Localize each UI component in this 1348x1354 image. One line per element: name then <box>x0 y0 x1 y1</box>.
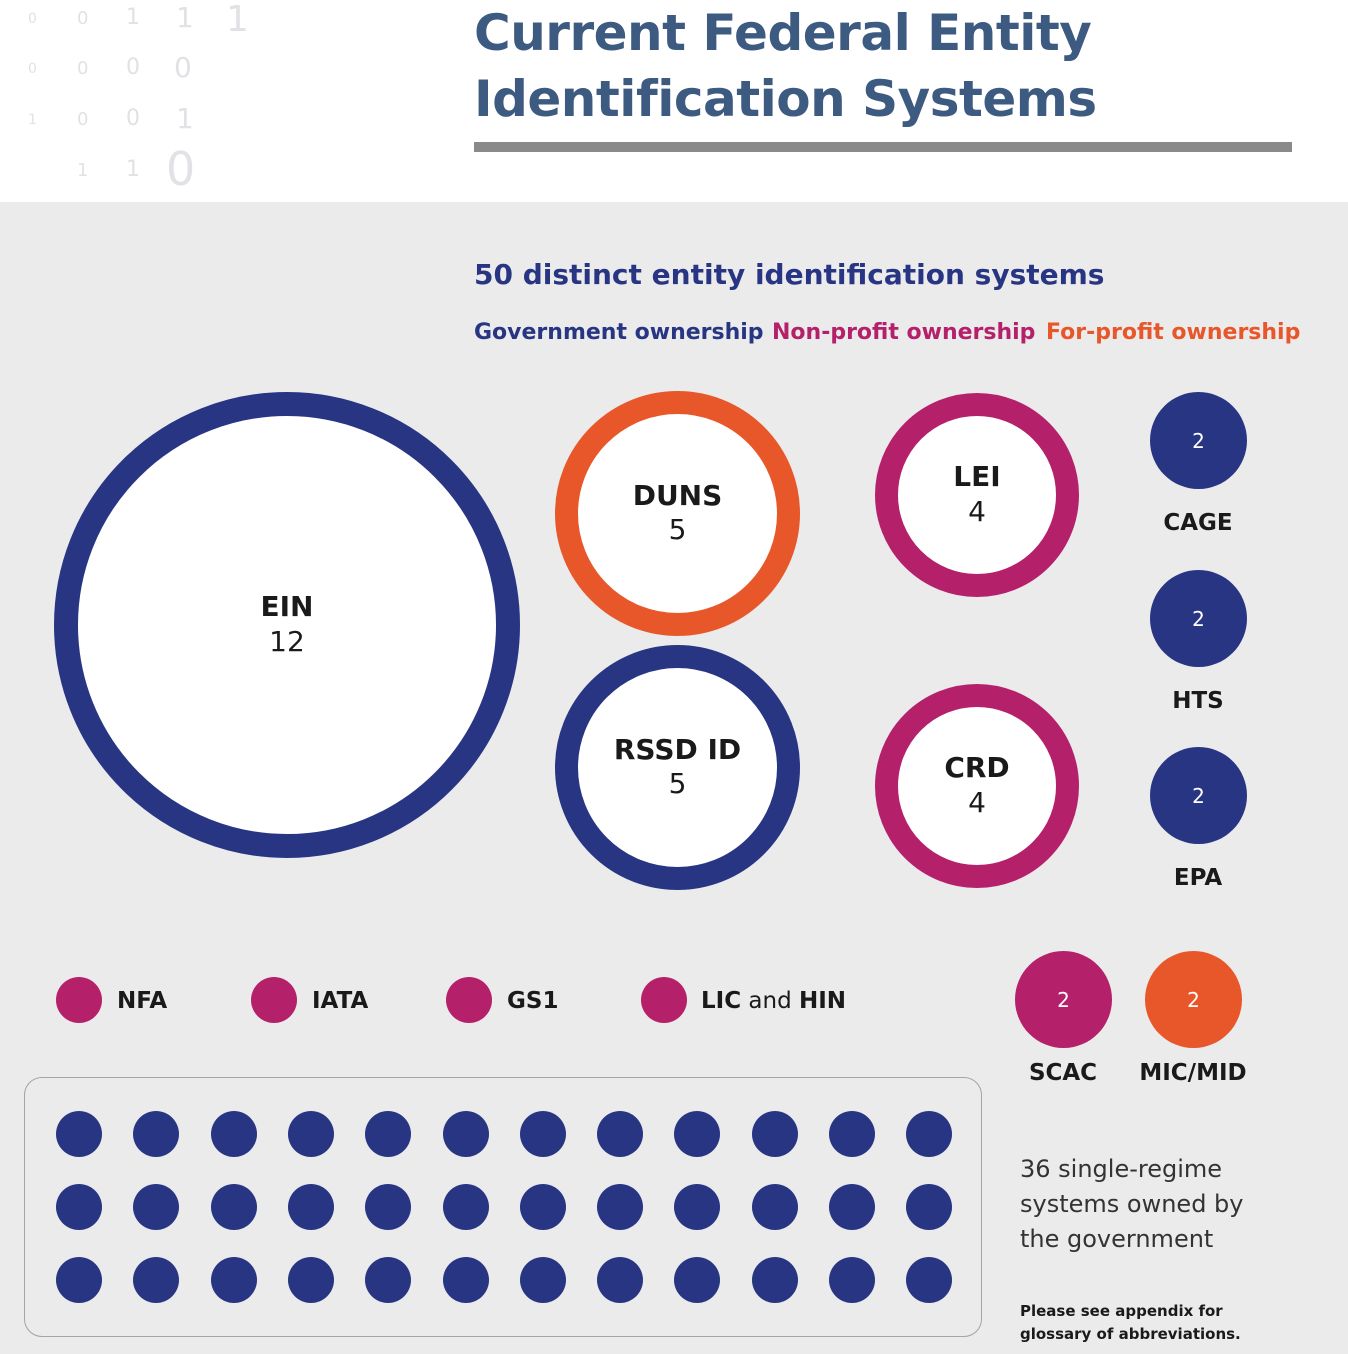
single-regime-caption: 36 single-regime systems owned by the go… <box>1020 1155 1244 1253</box>
single-regime-dot <box>210 1184 257 1230</box>
single-regime-dot <box>442 1257 489 1303</box>
ring-label: LEI <box>953 460 1001 493</box>
single-regime-dot <box>519 1111 566 1157</box>
single-regime-dot <box>287 1184 334 1230</box>
cage-dot: 2 <box>1150 392 1247 489</box>
single-regime-dot <box>906 1111 953 1157</box>
single-regime-dot <box>829 1184 875 1230</box>
single-regime-dot <box>674 1111 721 1157</box>
ring-count: 5 <box>668 513 687 547</box>
cage-label: CAGE <box>1163 510 1233 536</box>
single-regime-dot <box>751 1184 798 1230</box>
single-regime-dot <box>133 1184 180 1230</box>
single-regime-dot <box>829 1257 875 1303</box>
single-regime-dot <box>365 1184 412 1230</box>
single-regime-dot <box>210 1257 257 1303</box>
ring-duns: DUNS 5 <box>555 391 800 636</box>
single-regime-dot <box>519 1184 566 1230</box>
mic-mid-label: MIC/MID <box>1139 1060 1247 1086</box>
ring-lei: LEI 4 <box>875 393 1079 597</box>
binary-digit: 0 <box>166 142 196 196</box>
lic-hin-label: LIC and HIN <box>701 988 847 1014</box>
single-regime-dot <box>751 1257 798 1303</box>
binary-digit: 1 <box>176 1 194 34</box>
glossary-footnote: Please see appendix for glossary of abbr… <box>1020 1302 1241 1343</box>
binary-digit: 1 <box>226 0 249 40</box>
single-regime-dot <box>56 1257 102 1303</box>
lic-hin-dot <box>641 977 687 1023</box>
systems-total-heading: 50 distinct entity identification system… <box>474 258 1105 291</box>
nfa-dot <box>56 977 102 1023</box>
single-regime-dot <box>906 1184 953 1230</box>
header: 0 0 1 1 1 0 0 0 0 1 0 0 1 1 1 0 Current … <box>0 0 1348 202</box>
single-regime-dot <box>597 1184 644 1230</box>
iata-dot <box>251 977 297 1023</box>
epa-dot: 2 <box>1150 747 1247 844</box>
binary-digit: 1 <box>176 102 194 135</box>
single-regime-dot <box>829 1111 875 1157</box>
ring-count: 5 <box>668 767 687 801</box>
single-regime-dot <box>365 1257 412 1303</box>
single-regime-dot <box>674 1257 721 1303</box>
binary-digit: 0 <box>126 106 140 131</box>
single-regime-dot <box>597 1111 644 1157</box>
epa-label: EPA <box>1173 865 1223 891</box>
binary-digit: 0 <box>28 11 37 27</box>
hts-label: HTS <box>1172 688 1224 714</box>
single-regime-dot <box>287 1257 334 1303</box>
single-regime-dot <box>287 1111 334 1157</box>
single-regime-grid <box>24 1077 982 1337</box>
scac-dot: 2 <box>1015 951 1112 1048</box>
ring-label: RSSD ID <box>613 732 742 766</box>
binary-digit: 0 <box>174 51 192 84</box>
ring-label: CRD <box>944 751 1010 784</box>
ring-label: EIN <box>260 590 314 623</box>
single-regime-dot <box>442 1111 489 1157</box>
title-rule <box>474 142 1292 152</box>
single-regime-dot <box>365 1111 412 1157</box>
single-regime-dot <box>674 1184 721 1230</box>
legend-forprofit: For-profit ownership <box>1046 320 1301 345</box>
binary-digit: 0 <box>77 8 89 29</box>
ring-count: 4 <box>968 494 986 528</box>
binary-digit: 0 <box>28 61 37 77</box>
ring-rssd-id: RSSD ID 5 <box>555 645 800 890</box>
ring-count: 4 <box>968 785 986 819</box>
single-regime-dot <box>133 1257 180 1303</box>
single-regime-dot <box>133 1111 180 1157</box>
mic-mid-dot: 2 <box>1145 951 1242 1048</box>
single-regime-dot <box>597 1257 644 1303</box>
single-regime-dot <box>56 1111 102 1157</box>
binary-digit: 1 <box>126 157 140 182</box>
scac-label: SCAC <box>1028 1060 1098 1086</box>
ring-count: 12 <box>269 624 305 658</box>
binary-digit: 1 <box>28 112 37 128</box>
binary-digit: 1 <box>126 5 140 30</box>
gs1-label: GS1 <box>507 988 559 1014</box>
single-regime-dot <box>519 1257 566 1303</box>
gs1-dot <box>446 977 492 1023</box>
binary-digit: 0 <box>126 55 140 80</box>
page-title-line-2: Identification Systems <box>474 70 1097 128</box>
iata-label: IATA <box>312 988 369 1014</box>
nfa-label: NFA <box>117 988 168 1014</box>
single-regime-dot <box>56 1184 102 1230</box>
single-regime-dot <box>906 1257 953 1303</box>
legend-nonprofit: Non-profit ownership <box>772 320 1036 345</box>
page-title: Current Federal Entity Identification Sy… <box>474 0 1334 132</box>
legend-government: Government ownership <box>474 320 764 345</box>
single-regime-dot <box>751 1111 798 1157</box>
single-regime-dot <box>210 1111 257 1157</box>
binary-digit: 1 <box>77 160 89 181</box>
page-title-line-1: Current Federal Entity <box>474 4 1092 62</box>
single-regime-dot <box>442 1184 489 1230</box>
ring-ein: EIN 12 <box>54 392 520 858</box>
ring-crd: CRD 4 <box>875 684 1079 888</box>
binary-digit: 0 <box>77 109 89 130</box>
ring-label: DUNS <box>632 478 723 512</box>
binary-digit: 0 <box>77 58 89 79</box>
hts-dot: 2 <box>1150 570 1247 667</box>
